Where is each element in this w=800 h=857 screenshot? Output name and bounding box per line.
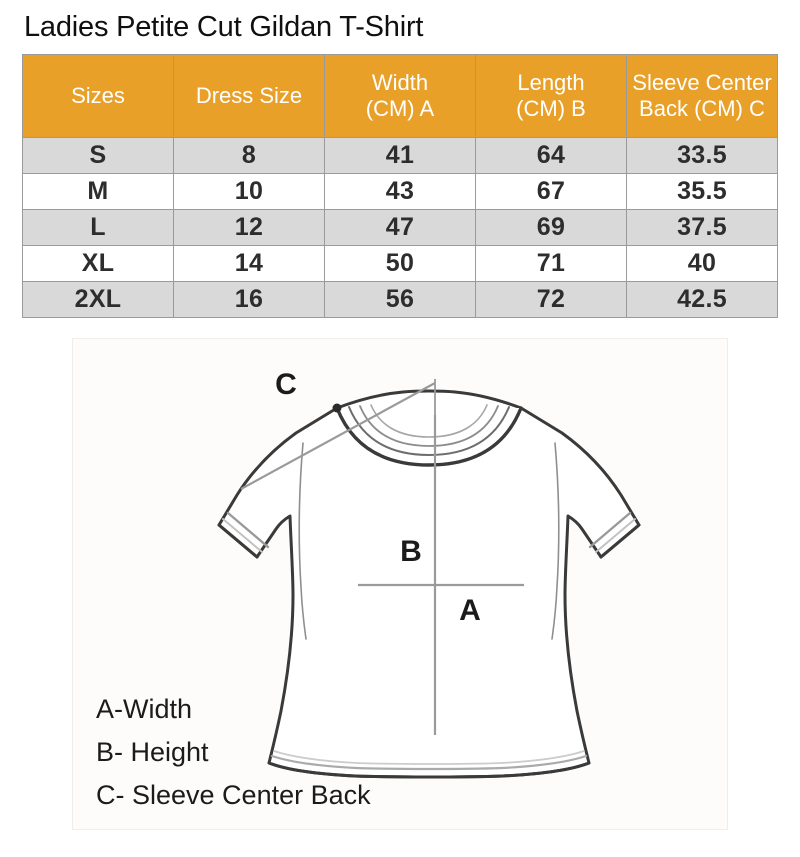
table-row: L 12 47 69 37.5 [22,209,778,246]
dimension-label-c: C [275,368,297,401]
tshirt-technical-drawing-icon: C B A [217,368,641,779]
dimension-b: B [400,415,437,735]
table-header-row: Sizes Dress Size Width (CM) A Length (CM… [22,54,778,138]
cell-size: XL [22,245,174,282]
cell-length: 72 [475,281,627,318]
table-row: XL 14 50 71 40 [22,245,778,282]
column-header-width-line1: Width [371,70,429,96]
shoulder-seams [298,442,560,640]
column-header-sleeve-line2: Back (CM) C [639,96,765,121]
legend-item-a: A-Width [96,694,193,724]
size-chart-table-container: Sizes Dress Size Width (CM) A Length (CM… [22,54,778,318]
legend-item-b: B- Height [96,737,209,767]
cell-dress-size: 10 [173,173,325,210]
cell-sleeve: 35.5 [626,173,778,210]
column-header-sizes: Sizes [22,54,174,138]
cell-dress-size: 16 [173,281,325,318]
cell-length: 69 [475,209,627,246]
column-header-width-line2: (CM) A [365,96,435,121]
dimension-c: C [240,368,436,490]
table-row: M 10 43 67 35.5 [22,173,778,210]
column-header-length-line1: Length [517,70,585,96]
cell-dress-size: 14 [173,245,325,282]
cell-dress-size: 12 [173,209,325,246]
cell-sleeve: 37.5 [626,209,778,246]
dimension-label-b: B [400,535,422,568]
column-header-width: Width (CM) A [324,54,476,138]
cell-dress-size: 8 [173,137,325,174]
cell-width: 43 [324,173,476,210]
cell-sleeve: 42.5 [626,281,778,318]
neckline-collar [335,404,523,467]
table-row: S 8 41 64 33.5 [22,137,778,174]
column-header-sleeve-center-back: Sleeve Center Back (CM) C [626,54,778,138]
page-title: Ladies Petite Cut Gildan T-Shirt [24,11,424,43]
cell-width: 47 [324,209,476,246]
cell-width: 50 [324,245,476,282]
table-row: 2XL 16 56 72 42.5 [22,281,778,318]
sleeve-cuffs [217,511,641,559]
cell-size: S [22,137,174,174]
measurement-diagram-panel: C B A [72,338,728,830]
bottom-hem [267,750,591,779]
dimension-a: A [358,583,524,627]
dimension-c-anchor-dot [332,403,342,413]
cell-size: 2XL [22,281,174,318]
measurement-legend: A-Width B- Height C- Sleeve Center Back [96,688,516,817]
cell-length: 67 [475,173,627,210]
cell-sleeve: 33.5 [626,137,778,174]
column-header-sleeve-line1: Sleeve Center [632,70,772,96]
cell-width: 56 [324,281,476,318]
column-header-sizes-line1: Sizes [71,83,125,109]
cell-length: 64 [475,137,627,174]
legend-item-c: C- Sleeve Center Back [96,780,371,810]
column-header-dress-size: Dress Size [173,54,325,138]
cell-size: M [22,173,174,210]
table-body: S 8 41 64 33.5 M 10 43 67 35.5 L 12 47 6… [22,137,778,318]
table-header: Sizes Dress Size Width (CM) A Length (CM… [22,54,778,138]
column-header-length-line2: (CM) B [516,96,586,121]
cell-sleeve: 40 [626,245,778,282]
column-header-dress-size-line1: Dress Size [195,83,303,109]
cell-width: 41 [324,137,476,174]
size-chart-table: Sizes Dress Size Width (CM) A Length (CM… [22,54,778,318]
cell-size: L [22,209,174,246]
cell-length: 71 [475,245,627,282]
column-header-length: Length (CM) B [475,54,627,138]
dimension-label-a: A [459,594,481,627]
